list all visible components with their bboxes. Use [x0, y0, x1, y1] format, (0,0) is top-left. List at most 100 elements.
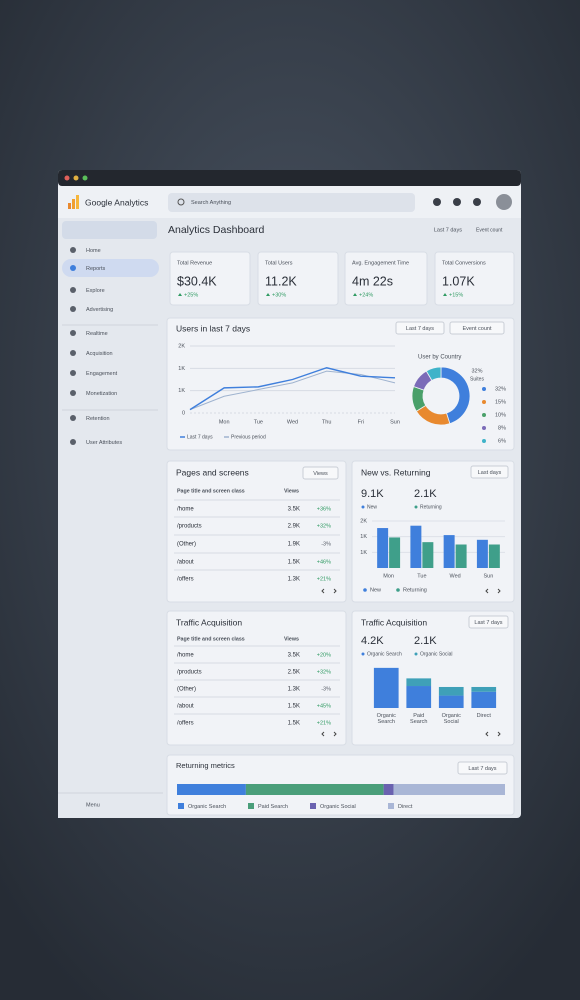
- nav-item[interactable]: Home: [86, 248, 101, 254]
- nav-active: [62, 259, 159, 277]
- kpi-arrow: [266, 293, 270, 296]
- row-views: 3.5K: [288, 507, 300, 513]
- button-label[interactable]: Last days: [478, 470, 502, 476]
- line-series: [189, 367, 396, 411]
- nav-item[interactable]: Acquisition: [86, 351, 113, 357]
- card: [166, 610, 347, 746]
- property-selector[interactable]: [62, 221, 157, 239]
- row-name[interactable]: /products: [177, 670, 202, 676]
- bar: [455, 544, 467, 568]
- pager-prev[interactable]: [485, 588, 489, 594]
- nav-footer[interactable]: Menu: [86, 802, 100, 808]
- card: [166, 460, 347, 603]
- metric-button[interactable]: Event count: [476, 227, 503, 233]
- row-delta: +46%: [317, 559, 331, 565]
- button[interactable]: [449, 321, 505, 335]
- row-name[interactable]: (Other): [177, 542, 196, 548]
- row-name[interactable]: /home: [177, 507, 194, 513]
- nav-item[interactable]: Realtime: [86, 331, 108, 337]
- bar: [406, 686, 432, 708]
- legend-swatch: [388, 803, 394, 809]
- search-box[interactable]: [168, 193, 415, 212]
- row-name[interactable]: /offers: [177, 721, 194, 727]
- bar: [422, 542, 434, 568]
- x-tick-label: Mon: [219, 419, 230, 425]
- max-dot[interactable]: [82, 175, 88, 181]
- x-tick-label: Wed: [287, 419, 298, 425]
- help-icon[interactable]: [453, 198, 461, 206]
- button-label[interactable]: Last 7 days: [406, 326, 434, 332]
- notify-icon[interactable]: [473, 198, 481, 206]
- nav-icon: [70, 287, 76, 293]
- nav-item[interactable]: Engagement: [86, 371, 118, 377]
- pager-prev[interactable]: [485, 731, 489, 737]
- button[interactable]: [470, 465, 509, 479]
- bar-segment: [177, 784, 246, 795]
- nav-item[interactable]: Monetization: [86, 391, 117, 397]
- pager-prev[interactable]: [321, 731, 325, 737]
- row-views: 2.5K: [288, 670, 300, 676]
- x-tick-label: Paid Search: [410, 713, 427, 725]
- row-name[interactable]: /offers: [177, 577, 194, 583]
- bar: [389, 537, 401, 568]
- row-delta: +21%: [317, 576, 331, 582]
- card-title: Pages and screens: [176, 467, 249, 477]
- kpi-value: $30.4K: [177, 274, 217, 288]
- pager-next[interactable]: [497, 588, 501, 594]
- legend-swatch: [310, 803, 316, 809]
- button[interactable]: [302, 466, 339, 480]
- nav-item[interactable]: Advertising: [86, 307, 113, 313]
- avatar[interactable]: [496, 194, 512, 210]
- legend-dot: [482, 413, 486, 417]
- row-name[interactable]: /about: [177, 704, 194, 710]
- range-button[interactable]: Last 7 days: [434, 227, 462, 233]
- legend-dot: [482, 387, 486, 391]
- pager-next[interactable]: [333, 731, 337, 737]
- column-header: Page title and screen class: [177, 636, 245, 642]
- button[interactable]: [457, 761, 508, 775]
- kpi-arrow: [443, 293, 447, 296]
- total-dot: [414, 652, 418, 656]
- button[interactable]: [395, 321, 445, 335]
- bar: [488, 544, 500, 568]
- apps-icon[interactable]: [433, 198, 441, 206]
- bar-segment: [383, 784, 394, 795]
- search-icon: [177, 198, 185, 206]
- legend-dot: [396, 588, 400, 592]
- row-views: 1.5K: [288, 721, 300, 727]
- button-label[interactable]: Last 7 days: [474, 620, 502, 626]
- kpi-arrow: [178, 293, 182, 296]
- row-delta: +21%: [317, 720, 331, 726]
- kpi-delta: +30%: [272, 292, 286, 298]
- dashboard-title: Analytics Dashboard: [168, 224, 264, 236]
- pager-next[interactable]: [333, 588, 337, 594]
- row-name[interactable]: (Other): [177, 687, 196, 693]
- row-name[interactable]: /about: [177, 560, 194, 566]
- button[interactable]: [468, 615, 509, 629]
- legend-value: 32%: [495, 386, 506, 392]
- close-dot[interactable]: [64, 175, 70, 181]
- pager-prev[interactable]: [321, 588, 325, 594]
- card: [257, 251, 339, 306]
- x-tick-label: Organic Social: [442, 713, 462, 725]
- row-name[interactable]: /products: [177, 524, 202, 530]
- kpi-delta: +15%: [449, 292, 463, 298]
- nav-item[interactable]: Retention: [86, 416, 110, 422]
- y-tick-label: 1K: [360, 550, 367, 556]
- search-placeholder: Search Anything: [191, 200, 231, 206]
- logo: [68, 203, 71, 209]
- button-label[interactable]: Views: [313, 471, 328, 477]
- button-label[interactable]: Event count: [462, 326, 492, 332]
- bar: [471, 691, 497, 708]
- legend-value: 10%: [495, 412, 506, 418]
- chart-title: User by Country: [418, 355, 461, 361]
- nav-item[interactable]: User Attributes: [86, 440, 122, 446]
- row-delta: -3%: [321, 541, 331, 547]
- total-label: Returning: [420, 504, 442, 510]
- pager-next[interactable]: [497, 731, 501, 737]
- button-label[interactable]: Last 7 days: [468, 766, 496, 772]
- nav-item[interactable]: Reports: [86, 266, 106, 272]
- row-name[interactable]: /home: [177, 653, 194, 659]
- nav-item[interactable]: Explore: [86, 288, 105, 294]
- min-dot[interactable]: [73, 175, 79, 181]
